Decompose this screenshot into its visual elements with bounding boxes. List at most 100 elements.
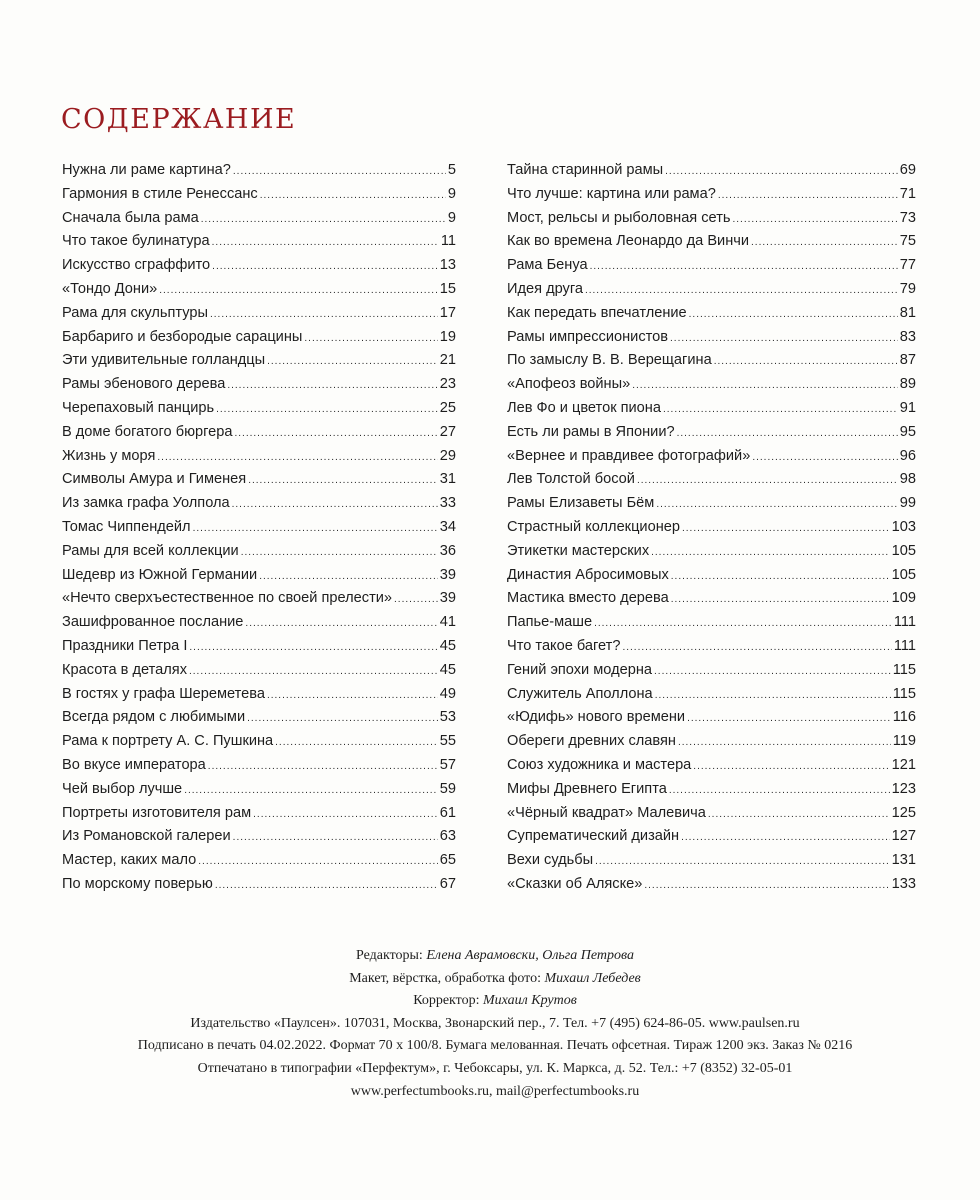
- toc-entry-title: Служитель Аполлона: [507, 685, 653, 702]
- dot-leader: [241, 540, 438, 565]
- toc-entry-page: 73: [899, 209, 916, 226]
- toc-entry-title: Символы Амура и Гименея: [62, 471, 247, 488]
- dot-leader: [632, 373, 898, 398]
- toc-entry: «Нечто сверхъестественное по своей преле…: [62, 587, 456, 611]
- toc-entry: Рама к портрету А. С. Пушкина 55: [62, 730, 456, 754]
- toc-entry-page: 115: [892, 685, 916, 702]
- toc-entry-title: Обереги древних славян: [507, 733, 676, 750]
- toc-entry: Обереги древних славян 119: [507, 730, 916, 754]
- toc-entry-page: 123: [891, 780, 916, 797]
- toc-entry-title: Во вкусе императора: [62, 756, 206, 773]
- toc-entry-title: Рамы эбенового дерева: [62, 376, 226, 393]
- dot-leader: [689, 302, 898, 327]
- dot-leader: [663, 397, 898, 422]
- toc-entry: Во вкусе императора 57: [62, 754, 456, 778]
- dot-leader: [260, 183, 446, 208]
- toc-entry-page: 91: [899, 399, 916, 416]
- dot-leader: [654, 659, 891, 684]
- toc-entry: Есть ли рамы в Японии? 95: [507, 421, 916, 445]
- dot-leader: [193, 516, 438, 541]
- toc-entry: Династия Абросимовых 105: [507, 564, 916, 588]
- toc-entry: Идея друга 79: [507, 278, 916, 302]
- toc-entry: Мастика вместо дерева 109: [507, 587, 916, 611]
- toc-entry-page: 45: [439, 637, 456, 654]
- toc-entry-page: 98: [899, 471, 916, 488]
- toc-entry-title: «Нечто сверхъестественное по своей преле…: [62, 590, 393, 607]
- toc-entry: Всегда рядом с любимыми 53: [62, 706, 456, 730]
- toc-entry-title: «Юдифь» нового времени: [507, 709, 686, 726]
- toc-entry: По морскому поверью 67: [62, 873, 456, 897]
- toc-entry: По замыслу В. В. Верещагина 87: [507, 349, 916, 373]
- toc-entry-page: 57: [439, 756, 456, 773]
- toc-entry-title: Праздники Петра I: [62, 637, 188, 654]
- toc-entry-page: 115: [892, 661, 916, 678]
- toc-entry-title: Есть ли рамы в Японии?: [507, 423, 675, 440]
- toc-entry: Искусство сграффито 13: [62, 254, 456, 278]
- toc-entry: «Тондо Дони» 15: [62, 278, 456, 302]
- toc-entry-page: 111: [893, 637, 916, 654]
- toc-entry-title: Как передать впечатление: [507, 304, 687, 321]
- toc-entry: Шедевр из Южной Германии 39: [62, 564, 456, 588]
- toc-entry: Праздники Петра I 45: [62, 635, 456, 659]
- toc-entry-title: Рамы импрессионистов: [507, 328, 669, 345]
- toc-entry-page: 89: [899, 376, 916, 393]
- toc-entry: Союз художника и мастера 121: [507, 754, 916, 778]
- dot-leader: [590, 254, 898, 279]
- toc-entry-page: 109: [891, 590, 916, 607]
- toc-entry-title: Мастика вместо дерева: [507, 590, 669, 607]
- dot-leader: [215, 873, 438, 898]
- dot-leader: [216, 397, 438, 422]
- dot-leader: [677, 421, 898, 446]
- toc-entry-title: Этикетки мастерских: [507, 542, 650, 559]
- toc-entry-title: Рамы для всей коллекции: [62, 542, 239, 559]
- toc-entry-title: Рама для скульптуры: [62, 304, 208, 321]
- toc-entry: Служитель Аполлона 115: [507, 683, 916, 707]
- toc-entry-title: Что лучше: картина или рама?: [507, 185, 716, 202]
- toc-entry-page: 81: [899, 304, 916, 321]
- toc-entry-page: 63: [439, 828, 456, 845]
- dot-leader: [594, 611, 892, 636]
- imprint-editors: Редакторы: Елена Аврамовски, Ольга Петро…: [356, 948, 634, 963]
- dot-leader: [655, 683, 891, 708]
- toc-entry-page: 67: [439, 875, 456, 892]
- dot-leader: [259, 564, 438, 589]
- dot-leader: [651, 540, 890, 565]
- imprint-corrector: Корректор: Михаил Крутов: [413, 993, 577, 1009]
- toc-entry-title: «Сказки об Аляске»: [507, 875, 643, 892]
- toc-entry-title: Всегда рядом с любимыми: [62, 709, 246, 726]
- toc-entry: Страстный коллекционер 103: [507, 516, 916, 540]
- dot-leader: [233, 159, 446, 184]
- toc-entry-title: «Апофеоз войны»: [507, 376, 631, 393]
- dot-leader: [189, 659, 438, 684]
- toc-entry-page: 87: [899, 352, 916, 369]
- toc-entry-title: Династия Абросимовых: [507, 566, 669, 583]
- dot-leader: [669, 778, 890, 803]
- dot-leader: [644, 873, 889, 898]
- toc-entry: Зашифрованное послание 41: [62, 611, 456, 635]
- toc-entry: Рамы импрессионистов 83: [507, 326, 916, 350]
- toc-left-column: Нужна ли раме картина? 5 Гармония в стиле …: [62, 159, 456, 897]
- toc-entry-page: 96: [899, 447, 916, 464]
- toc-entry: Из замка графа Уолпола 33: [62, 492, 456, 516]
- toc-entry-page: 69: [899, 162, 916, 178]
- dot-leader: [208, 754, 438, 779]
- toc-entry: Лев Фо и цветок пиона 91: [507, 397, 916, 421]
- toc-entry: Мифы Древнего Египта 123: [507, 778, 916, 802]
- toc-entry-title: Шедевр из Южной Германии: [62, 566, 258, 583]
- toc-entry-title: Сначала была рама: [62, 209, 199, 226]
- toc-entry: Символы Амура и Гименея 31: [62, 468, 456, 492]
- imprint-web: www.perfectumbooks.ru, mail@perfectumboo…: [350, 1083, 640, 1099]
- toc-entry-title: Мост, рельсы и рыболовная сеть: [507, 209, 731, 226]
- toc-entry-title: Союз художника и мастера: [507, 756, 692, 773]
- toc-entry: Рамы эбенового дерева 23: [62, 373, 456, 397]
- toc-entry: Как передать впечатление 81: [507, 302, 916, 326]
- toc-entry-title: Вехи судьбы: [507, 852, 594, 869]
- toc-right-column: Тайна старинной рамы 69 Что лучше: картина…: [507, 159, 916, 897]
- toc-entry: Что такое багет? 111: [507, 635, 916, 659]
- toc-entry-page: 25: [439, 399, 456, 416]
- toc-entry-page: 131: [891, 852, 916, 869]
- dot-leader: [595, 849, 890, 874]
- toc-entry-title: Лев Толстой босой: [507, 471, 635, 488]
- toc-entry-page: 39: [439, 566, 456, 583]
- toc-entry: Гармония в стиле Ренессанс 9: [62, 183, 456, 207]
